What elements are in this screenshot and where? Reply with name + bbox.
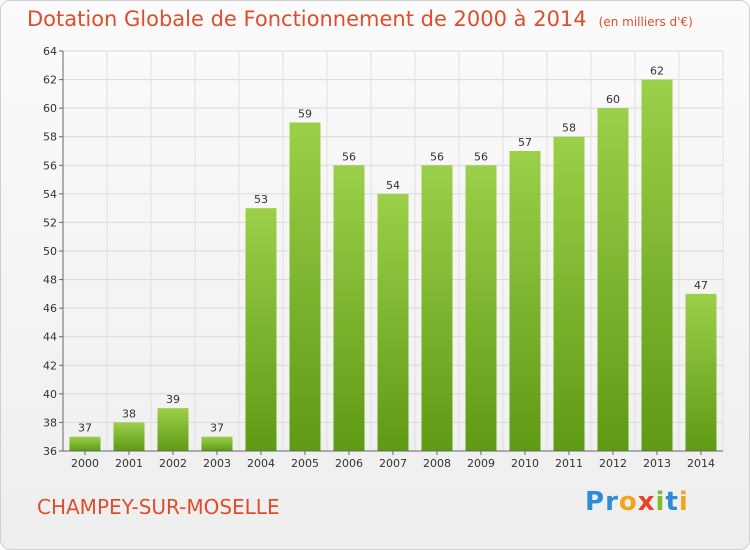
bar: [201, 436, 233, 451]
bar: [69, 436, 101, 451]
x-tick-label: 2006: [335, 457, 363, 470]
data-label: 37: [210, 422, 224, 435]
y-tick-label: 38: [43, 416, 57, 429]
y-tick-label: 50: [43, 245, 57, 258]
bar: [245, 208, 277, 451]
x-tick-label: 2011: [555, 457, 583, 470]
x-tick-label: 2000: [71, 457, 99, 470]
data-label: 56: [430, 150, 444, 163]
x-tick-label: 2007: [379, 457, 407, 470]
chart-title-text: Dotation Globale de Fonctionnement de 20…: [27, 7, 587, 31]
x-tick-label: 2003: [203, 457, 231, 470]
bar: [465, 165, 497, 452]
x-tick-label: 2012: [599, 457, 627, 470]
x-tick-label: 2004: [247, 457, 275, 470]
y-tick-label: 54: [43, 188, 57, 201]
bar: [597, 108, 629, 452]
data-label: 37: [78, 422, 92, 435]
y-tick-label: 52: [43, 216, 57, 229]
bar: [333, 165, 365, 452]
data-label: 56: [474, 150, 488, 163]
bar: [421, 165, 453, 452]
data-label: 58: [562, 122, 576, 135]
proxiti-logo: Proxiti: [585, 487, 689, 517]
x-tick-label: 2001: [115, 457, 143, 470]
chart-subtitle: (en milliers d'€): [598, 15, 693, 29]
y-tick-label: 46: [43, 302, 57, 315]
y-tick-label: 62: [43, 74, 57, 87]
x-tick-label: 2010: [511, 457, 539, 470]
data-label: 60: [606, 93, 620, 106]
data-label: 38: [122, 407, 136, 420]
bar: [377, 193, 409, 451]
y-tick-label: 36: [43, 445, 57, 458]
data-label: 47: [694, 279, 708, 292]
y-tick-label: 64: [43, 45, 57, 58]
y-tick-label: 60: [43, 102, 57, 115]
commune-name: CHAMPEY-SUR-MOSELLE: [37, 495, 280, 519]
data-label: 56: [342, 150, 356, 163]
y-tick-label: 42: [43, 359, 57, 372]
y-tick-label: 44: [43, 331, 57, 344]
bar: [641, 79, 673, 452]
data-label: 59: [298, 107, 312, 120]
data-label: 53: [254, 193, 268, 206]
x-tick-label: 2014: [687, 457, 715, 470]
data-label: 54: [386, 179, 400, 192]
x-tick-label: 2008: [423, 457, 451, 470]
chart-title: Dotation Globale de Fonctionnement de 20…: [27, 7, 693, 31]
bar: [509, 151, 541, 451]
y-tick-label: 56: [43, 159, 57, 172]
bar: [685, 293, 717, 451]
bar: [113, 422, 145, 451]
axis-layer: 36 38 40 42 44 46 48 50 52 54 56 58 60 62 64 2000 2001 20…: [43, 45, 723, 470]
bar: [289, 122, 321, 451]
x-tick-label: 2013: [643, 457, 671, 470]
y-tick-label: 48: [43, 274, 57, 287]
data-label: 39: [166, 393, 180, 406]
bar-layer: 37 38 39 37 53 59 56 54 56 56 57 58 60 62 47: [69, 65, 717, 452]
x-tick-label: 2009: [467, 457, 495, 470]
data-label: 62: [650, 65, 664, 78]
x-tick-label: 2002: [159, 457, 187, 470]
bar: [553, 136, 585, 451]
x-tick-label: 2005: [291, 457, 319, 470]
y-tick-label: 40: [43, 388, 57, 401]
data-label: 57: [518, 136, 532, 149]
bar: [157, 408, 189, 451]
y-tick-label: 58: [43, 131, 57, 144]
